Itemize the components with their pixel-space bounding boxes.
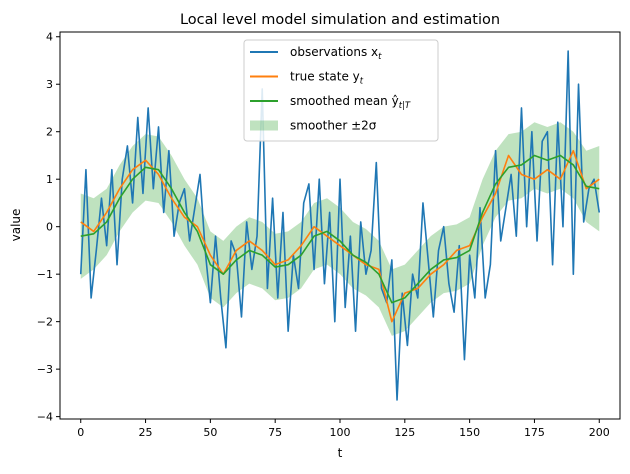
legend-label: true state yt (290, 70, 364, 87)
legend-box (243, 39, 439, 142)
x-tick-label: 150 (459, 426, 480, 439)
x-tick-label: 25 (139, 426, 153, 439)
y-tick-label: 0 (46, 221, 53, 234)
x-axis-label: t (338, 446, 343, 460)
y-tick-label: −4 (37, 411, 53, 424)
x-tick-label: 50 (203, 426, 217, 439)
legend-label: observations xt (290, 45, 382, 62)
legend-swatch (250, 120, 278, 131)
legend: observations xt true state yt smoothed mea… (243, 39, 439, 142)
y-tick-label: 2 (46, 126, 53, 139)
y-tick-label: 1 (46, 173, 53, 186)
y-tick-label: 3 (46, 78, 53, 91)
y-axis-label: value (9, 209, 23, 242)
observations-line (79, 50, 601, 401)
x-tick-label: 175 (524, 426, 545, 439)
x-tick-label: 125 (394, 426, 415, 439)
x-tick-label: 75 (268, 426, 282, 439)
x-tick-label: 100 (330, 426, 351, 439)
smoother-band (80, 122, 600, 336)
true-state-line (80, 149, 600, 323)
x-tick-label: 0 (77, 426, 84, 439)
smoothed-mean-line (80, 154, 600, 304)
chart-title: Local level model simulation and estimat… (180, 12, 500, 28)
y-tick-label: 4 (46, 31, 53, 44)
y-tick-label: −3 (37, 363, 53, 376)
legend-label: smoother ±2σ (290, 119, 377, 133)
y-tick-label: −1 (37, 268, 53, 281)
x-tick-label: 200 (589, 426, 610, 439)
legend-label: smoothed mean ŷt|T (290, 94, 411, 111)
y-tick-label: −2 (37, 316, 53, 329)
